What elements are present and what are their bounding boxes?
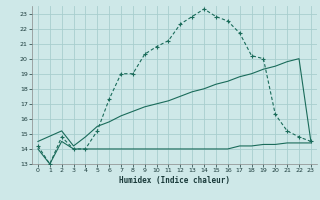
X-axis label: Humidex (Indice chaleur): Humidex (Indice chaleur) (119, 176, 230, 185)
